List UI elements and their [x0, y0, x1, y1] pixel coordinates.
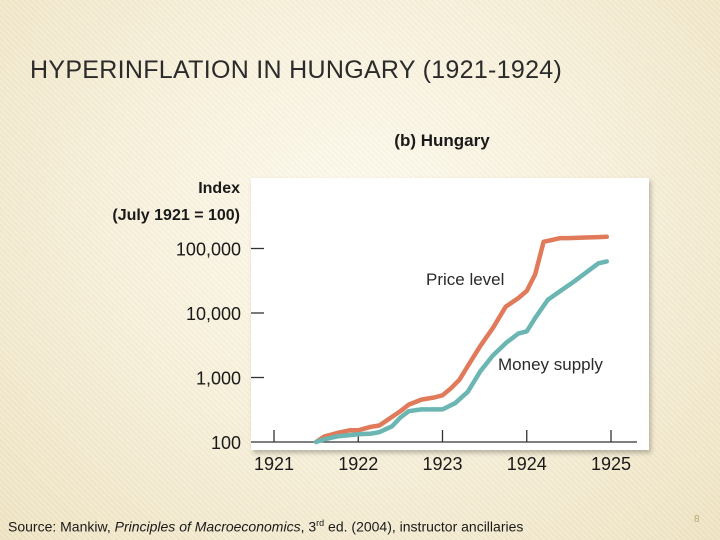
chart-panel-title: (b) Hungary	[394, 131, 490, 150]
series-line-money-supply	[313, 259, 610, 445]
source-citation: Source: Mankiw, Principles of Macroecono…	[8, 518, 523, 535]
x-tick-label: 1921	[254, 454, 294, 474]
y-tick-label: 1,000	[196, 369, 241, 389]
source-prefix: Source: Mankiw,	[8, 518, 115, 535]
y-tick-label: 100,000	[176, 240, 241, 260]
source-edition-suffix: rd	[316, 518, 325, 528]
y-axis-label-line1: Index	[198, 180, 240, 197]
x-tick-label: 1922	[338, 454, 378, 474]
slide-title: HYPERINFLATION IN HUNGARY (1921-1924)	[30, 56, 563, 84]
series-annotations: Price level Money supply	[426, 270, 603, 374]
y-axis-label-line2: (July 1921 = 100)	[112, 207, 240, 224]
x-tick-label: 1924	[507, 454, 547, 474]
x-tick-label: 1923	[422, 454, 462, 474]
y-tick-label: 10,000	[186, 304, 241, 324]
source-edition-number: 3	[308, 518, 317, 535]
source-separator: ,	[300, 518, 309, 535]
series-lines	[313, 234, 610, 445]
annotation-money-supply: Money supply	[498, 355, 603, 374]
series-line-price-level	[313, 234, 610, 445]
x-tick-label: 1925	[591, 454, 631, 474]
source-rest: ed. (2004), instructor ancillaries	[324, 518, 524, 535]
y-tick-label: 100	[211, 433, 241, 453]
source-book-title: Principles of Macroeconomics	[114, 518, 301, 535]
annotation-price-level: Price level	[426, 270, 504, 289]
chart-panel	[251, 178, 649, 450]
page-number: 8	[694, 514, 700, 525]
